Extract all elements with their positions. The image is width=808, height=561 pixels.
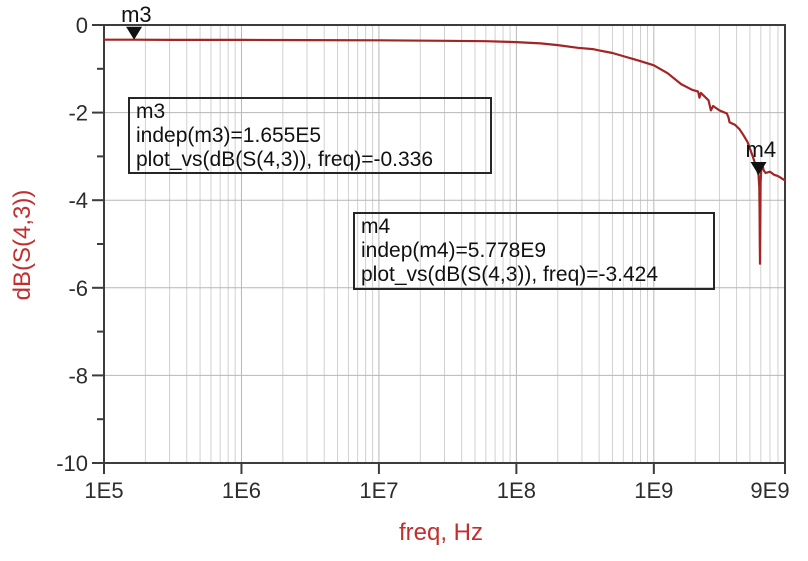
x-tick-label: 1E9 xyxy=(634,478,673,503)
marker-m4-readout-value: plot_vs(dB(S(4,3)), freq)=-3.424 xyxy=(361,263,659,286)
marker-m4-symbol[interactable] xyxy=(750,161,767,175)
marker-m3-symbol[interactable] xyxy=(126,26,143,40)
marker-m3-readout-value: plot_vs(dB(S(4,3)), freq)=-0.336 xyxy=(136,148,434,171)
marker-m3-label[interactable]: m3 xyxy=(121,1,152,27)
marker-m3-readout-indep: indep(m3)=1.655E5 xyxy=(136,124,322,147)
y-tick-label: -2 xyxy=(68,101,88,126)
trace-db-s43 xyxy=(102,38,787,265)
x-tick-label: 9E9 xyxy=(750,478,789,503)
y-tick-label: 0 xyxy=(76,13,88,38)
marker-m3-readout-box[interactable]: m3 indep(m3)=1.655E5 plot_vs(dB(S(4,3)),… xyxy=(128,97,492,174)
y-axis-title: dB(S(4,3)) xyxy=(9,189,36,301)
marker-m3-readout-id: m3 xyxy=(136,100,166,123)
y-tick-label: -8 xyxy=(68,363,88,388)
y-tick-label: -4 xyxy=(68,188,88,213)
x-tick-label: 1E7 xyxy=(359,478,398,503)
x-tick-label: 1E5 xyxy=(84,478,123,503)
marker-m4-readout-box[interactable]: m4 indep(m4)=5.778E9 plot_vs(dB(S(4,3)),… xyxy=(353,212,715,290)
marker-m4-label[interactable]: m4 xyxy=(745,136,777,162)
x-tick-label: 1E6 xyxy=(222,478,261,503)
marker-m4-readout-id: m4 xyxy=(361,215,391,238)
x-tick-label: 1E8 xyxy=(497,478,536,503)
y-tick-label: -10 xyxy=(56,451,88,476)
y-tick-label: -6 xyxy=(68,276,88,301)
x-axis-title: freq, Hz xyxy=(398,519,484,546)
axis-ticks xyxy=(92,24,786,474)
marker-m4-readout-indep: indep(m4)=5.778E9 xyxy=(361,239,547,262)
